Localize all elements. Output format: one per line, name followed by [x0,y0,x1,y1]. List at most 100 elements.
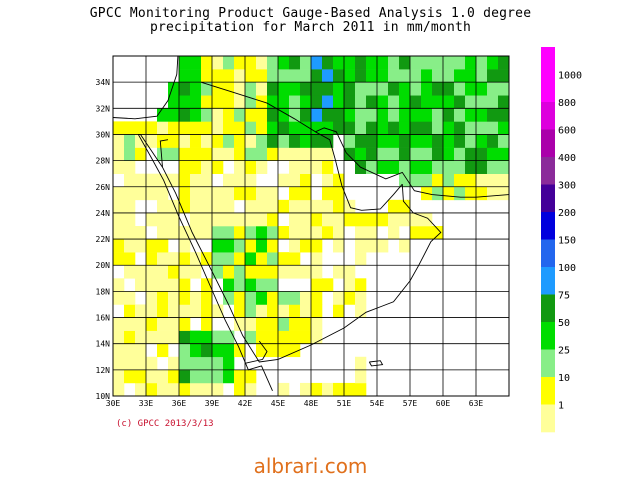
precip-cell [399,147,411,161]
precip-cell [289,226,301,240]
legend-level-label: 1000 [558,71,582,82]
precip-cell [168,212,180,227]
precip-cell [322,82,334,96]
legend-level-label: 300 [558,181,576,192]
precip-cell [245,304,257,318]
precip-cell [256,121,268,135]
precip-cell [256,199,268,214]
precip-cell [311,317,323,331]
precip-cell [333,121,345,135]
legend-level-label: 200 [558,208,576,219]
precip-cell [410,212,422,227]
legend-level-label: 50 [558,318,570,329]
precip-cell [355,226,367,240]
precip-cell [223,239,235,253]
precip-cell [245,56,257,70]
precip-cell [377,212,389,227]
precip-cell [245,291,257,305]
precip-cell [311,226,323,240]
precip-cell [432,160,444,174]
precip-cell [256,252,268,266]
precip-cell [245,95,257,109]
precip-cell [157,304,169,318]
precip-cell [344,212,356,227]
chart-title-line-2: precipitation for March 2011 in mm/month [149,20,472,35]
precip-cell [256,291,268,305]
legend-swatch [541,322,555,350]
precip-cell [278,252,290,266]
y-tick-label: 30N [96,130,111,139]
precip-cell [355,239,367,253]
precip-cell [256,134,268,148]
precip-cell [333,304,345,318]
x-tick-label: 33E [139,399,154,408]
precip-cell [135,186,147,201]
precip-cell [124,160,136,174]
precip-cell [212,95,224,109]
precip-cell [311,108,323,122]
precip-cell [333,69,345,83]
precip-cell [234,186,246,201]
precip-cell [344,382,356,397]
legend-swatch [541,349,555,378]
precip-cell [421,69,433,83]
precip-cell [223,278,235,292]
precip-cell [223,108,235,122]
precip-cell [212,304,224,318]
precip-cell [146,356,158,371]
precip-cell [212,82,224,96]
precip-cell [289,95,301,109]
precip-cell [487,173,499,188]
precip-cell [223,199,235,214]
precip-cell [179,186,191,201]
precip-cell [487,186,499,201]
precip-cell [234,69,246,83]
precip-cell [179,147,191,161]
precip-cell [256,82,268,96]
precip-cell [267,56,279,70]
precip-cell [377,134,389,148]
precip-cell [168,134,180,148]
precip-cell [135,317,147,331]
precip-cell [498,147,510,161]
precip-cell [410,95,422,109]
precip-cell [146,330,158,344]
precip-cell [256,108,268,122]
precip-cell [355,69,367,83]
precip-cell [124,134,136,148]
precip-cell [135,173,147,188]
precip-cell [366,69,378,83]
precip-cell [388,108,400,122]
precip-cell [256,304,268,318]
precip-cell [135,265,147,279]
precip-cell [410,69,422,83]
precip-cell [113,382,125,397]
map-gridlines [113,56,509,396]
precip-cell [267,121,279,135]
precip-cell [289,265,301,279]
precip-cell [179,69,191,83]
chart-title-line-1: GPCC Monitoring Product Gauge-Based Anal… [89,6,532,21]
precip-cell [245,382,257,397]
precip-cell [498,186,510,201]
precip-cell [443,134,455,148]
precip-cell [377,239,389,253]
precip-cell [146,186,158,201]
precip-cell [234,278,246,292]
precip-cell [245,226,257,240]
y-tick-label: 20N [96,261,111,270]
precip-cell [333,173,345,188]
precip-cell [300,134,312,148]
precip-cell [267,330,279,344]
y-tick-label: 12N [96,366,111,375]
precip-cell [454,82,466,96]
precip-cell [256,317,268,331]
precip-cell [399,56,411,70]
precip-cell [245,134,257,148]
precip-cell [289,304,301,318]
precip-cell [124,147,136,161]
x-tick-label: 30E [106,399,121,408]
precip-cell [201,147,213,161]
precip-cell [476,134,488,148]
precip-cell [366,147,378,161]
